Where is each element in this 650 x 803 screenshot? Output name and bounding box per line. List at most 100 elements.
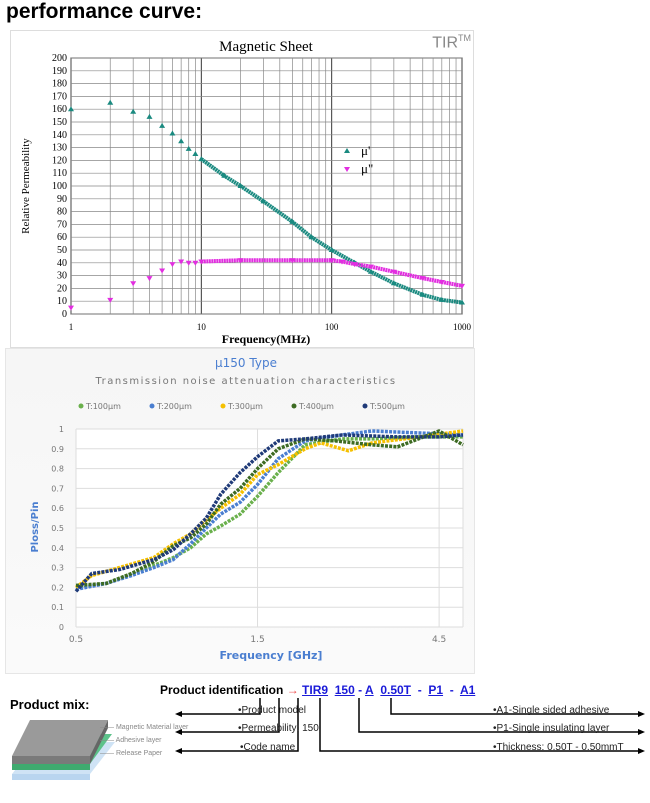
- y-tick-label: 0.8: [51, 465, 64, 474]
- x-axis-label: Frequency(MHz): [222, 332, 310, 346]
- y-tick-label: 110: [52, 168, 67, 179]
- layer-text: Release Paper: [115, 750, 163, 757]
- layer-label-adhesive: —— Adhesive layer: [100, 737, 162, 744]
- y-axis-label: Relative Permeability: [20, 138, 32, 234]
- x-tick-label: 100: [325, 322, 339, 332]
- code-sep: -: [449, 683, 454, 697]
- y-tick-label: 120: [52, 155, 67, 166]
- y-tick-label: 30: [57, 271, 67, 282]
- data-point: [159, 122, 166, 128]
- data-point: [178, 259, 185, 265]
- y-tick-label: 0.9: [51, 445, 64, 454]
- y-tick-label: 180: [52, 79, 67, 90]
- legend-marker: [344, 148, 350, 153]
- y-tick-label: 1: [59, 425, 64, 434]
- data-point: [130, 281, 137, 287]
- y-tick-label: 50: [57, 245, 67, 256]
- series-line: [201, 258, 463, 288]
- data-point: [130, 108, 137, 114]
- data-point: [178, 138, 185, 144]
- data-point: [192, 151, 199, 156]
- data-point: [192, 260, 199, 266]
- x-tick-label: 0.5: [69, 635, 83, 645]
- legend-label: μ": [361, 161, 373, 176]
- code-model: TIR9: [302, 683, 329, 697]
- magnetic-sheet-chart: 0 10 20 30 40 50 60 70 80 90 100 110 120 130 140 150 160…: [10, 30, 474, 348]
- legend-marker: [149, 403, 155, 409]
- chart-subtitle: Transmission noise attenuation character…: [94, 376, 396, 387]
- legend-marker: [362, 403, 368, 409]
- layer-text: Adhesive layer: [115, 737, 162, 744]
- y-tick-label: 90: [57, 194, 67, 205]
- layer-label-release: —— Release Paper: [100, 750, 163, 757]
- identification-connectors: [175, 698, 645, 754]
- series-line: [74, 433, 464, 593]
- brand-sup: TM: [458, 33, 471, 43]
- code-thickness: 0.50T: [380, 683, 412, 697]
- series-line: [75, 429, 464, 588]
- data-point: [107, 99, 114, 105]
- y-tick-label: 70: [57, 219, 67, 230]
- series-line: [74, 429, 464, 589]
- note-code-name: •Code name: [240, 742, 296, 753]
- y-tick-label: 0.5: [51, 524, 64, 533]
- x-tick-label: 4.5: [432, 635, 446, 645]
- data-point: [185, 260, 192, 266]
- layer-stack-illustration: [12, 720, 115, 780]
- y-tick-label: 150: [52, 117, 67, 128]
- x-tick-label: 10: [197, 322, 207, 332]
- y-tick-label: 140: [52, 130, 67, 141]
- y-tick-label: 0.1: [51, 603, 64, 612]
- note-insulating: •P1-Single insulating layer: [493, 723, 610, 734]
- data-point: [107, 297, 114, 303]
- layer-label-magnetic: —— Magnetic Material layer: [100, 724, 189, 731]
- x-tick-label: 1000: [453, 322, 472, 332]
- y-tick-label: 0.7: [51, 484, 64, 493]
- note-permeability: •Permeability: 150: [238, 723, 319, 734]
- magnetic-sheet-svg: 0102030405060708090100110120130140150160…: [20, 39, 472, 346]
- y-tick-label: 0.4: [51, 544, 64, 553]
- code-permeability: 150: [334, 683, 355, 697]
- product-identification: Product identification → TIR9 150 - A 0.…: [160, 683, 475, 697]
- y-axis-label: Ploss/Pin: [30, 501, 41, 552]
- legend-label: T:300μm: [227, 402, 263, 411]
- note-product-model: •Product model: [238, 705, 306, 716]
- chart-title: μ150 Type: [215, 356, 277, 370]
- data-point: [146, 113, 153, 119]
- y-tick-label: 160: [52, 104, 67, 115]
- y-tick-label: 0.2: [51, 583, 64, 592]
- data-point: [169, 130, 176, 136]
- data-point: [146, 276, 153, 282]
- y-tick-label: 0: [59, 623, 64, 632]
- y-tick-label: 200: [52, 53, 67, 64]
- identification-label: Product identification: [160, 683, 284, 697]
- layer-diagram: [10, 712, 120, 797]
- y-tick-label: 0.3: [51, 564, 64, 573]
- y-tick-label: 10: [57, 296, 67, 307]
- y-tick-label: 100: [52, 181, 67, 192]
- legend-label: T:400μm: [298, 402, 334, 411]
- brand-logo: TIRTM: [432, 33, 471, 52]
- y-tick-label: 0: [62, 309, 67, 320]
- y-tick-label: 40: [57, 258, 67, 269]
- code-sep: -: [417, 683, 422, 697]
- data-point: [159, 268, 166, 274]
- noise-attenuation-chart: 0 0.1 0.2 0.3 0.4 0.5 0.6 0.7 0.8 0.9 1 0.5 1.5 4.5 μ1…: [5, 348, 475, 674]
- x-axis-label: Frequency [GHz]: [220, 649, 323, 662]
- layer-text: Magnetic Material layer: [115, 724, 189, 731]
- arrow-icon: →: [286, 683, 299, 697]
- series-line: [75, 429, 464, 592]
- data-point: [68, 305, 74, 311]
- brand-text: TIR: [432, 34, 458, 52]
- y-tick-label: 0.6: [51, 504, 64, 513]
- legend-marker: [344, 167, 350, 172]
- code-sep: -: [358, 683, 363, 697]
- legend-label: T:100μm: [85, 402, 121, 411]
- data-point: [68, 106, 74, 112]
- legend-marker: [291, 403, 297, 409]
- legend-marker: [220, 403, 226, 409]
- x-tick-label: 1: [69, 322, 74, 332]
- legend-marker: [78, 403, 84, 409]
- noise-attenuation-svg: 0 0.1 0.2 0.3 0.4 0.5 0.6 0.7 0.8 0.9 1 0.5 1.5 4.5 μ1…: [30, 356, 464, 662]
- y-tick-label: 60: [57, 232, 67, 243]
